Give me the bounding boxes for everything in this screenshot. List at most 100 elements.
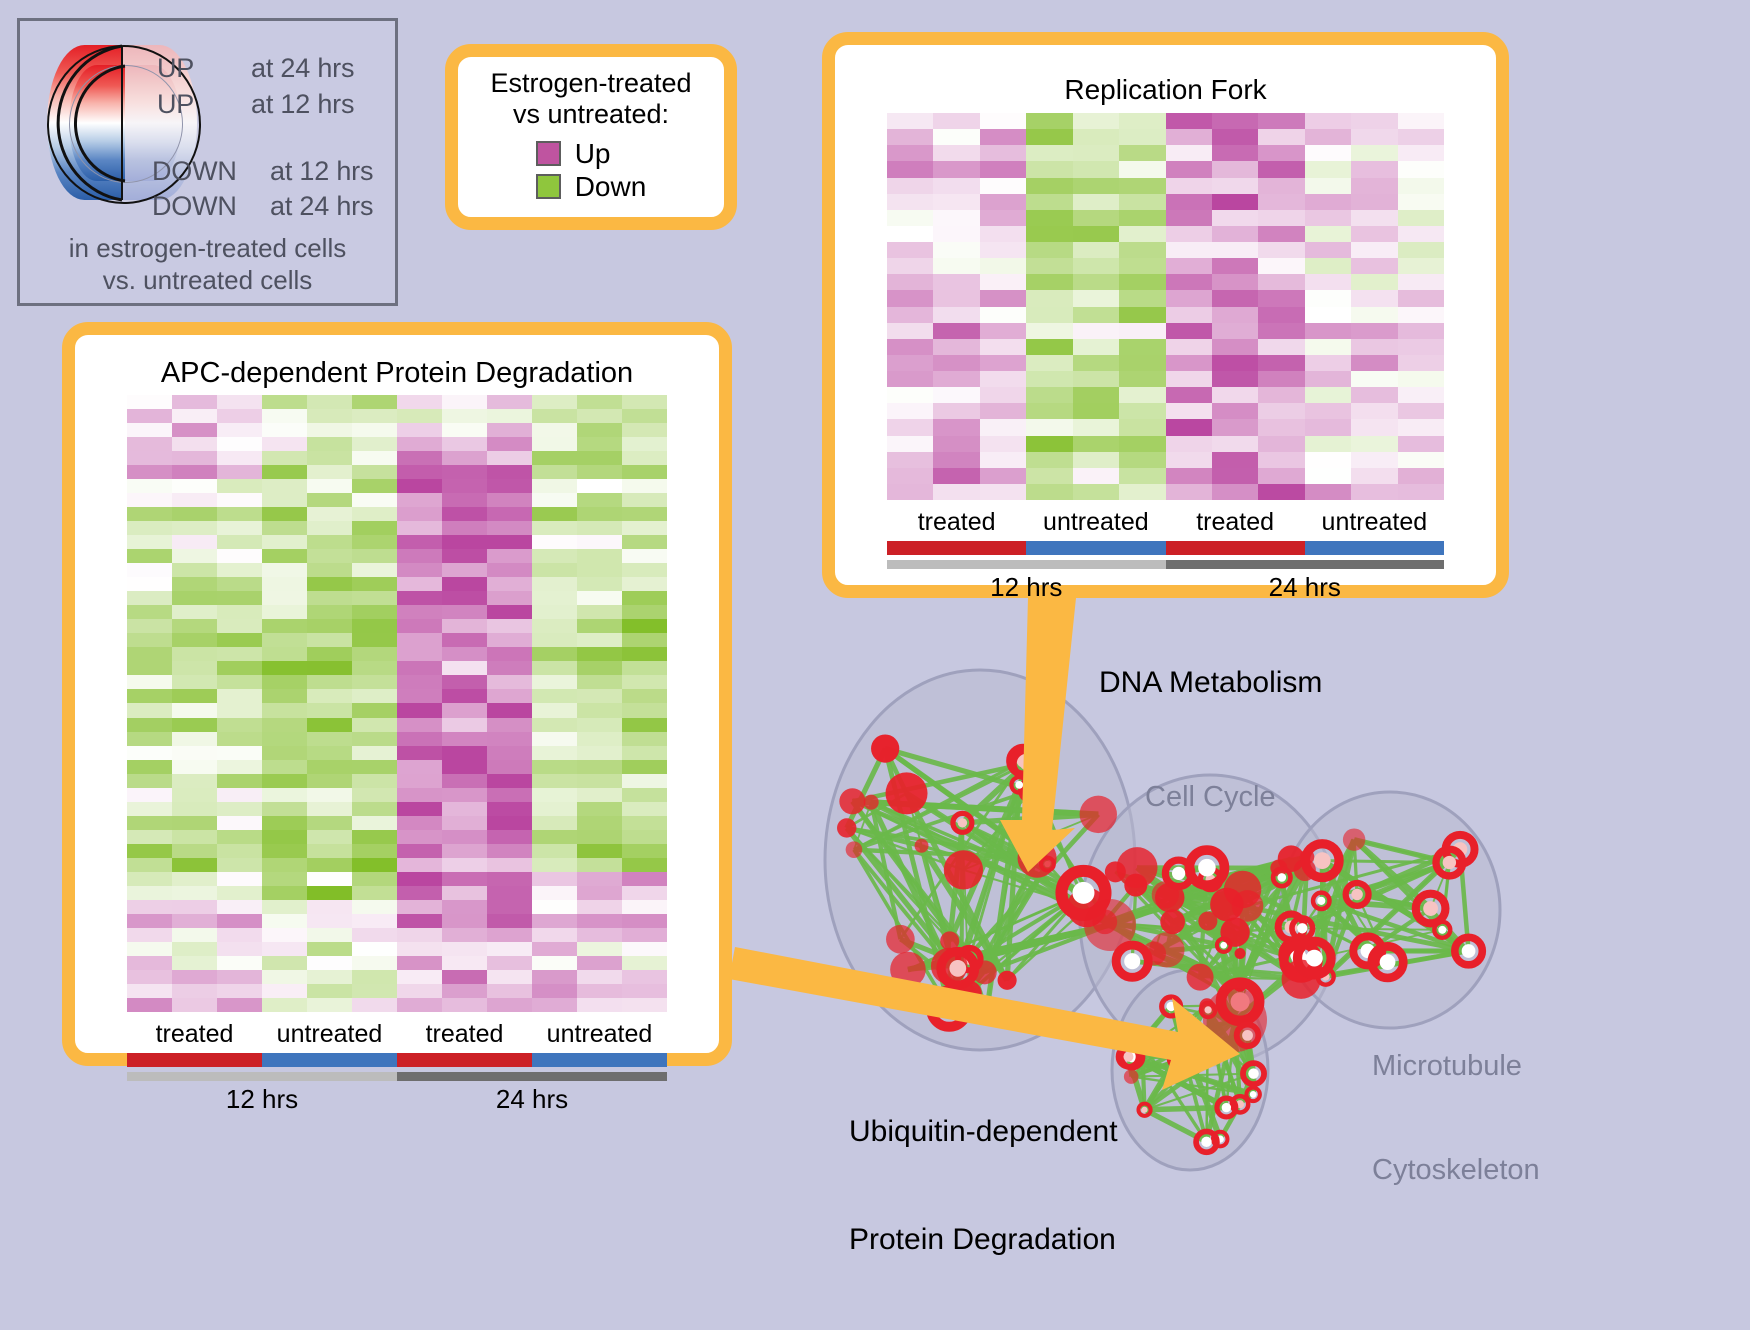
network-node [890,952,926,988]
apc-group-labels: treated untreated treated untreated [127,1020,667,1050]
network-node [1105,861,1126,882]
network-node [886,925,915,954]
network-node [871,734,899,762]
apc-timebar-24 [397,1072,667,1081]
apc-group-label-1: treated [127,1020,262,1049]
legend-at-24b-label: at 24 hrs [270,191,373,222]
network-node [1018,839,1057,878]
network-node [839,788,865,814]
updown-legend-card: Estrogen-treated vs untreated: Up Down [445,44,737,230]
network-node-core [1174,1053,1184,1063]
network-node [837,818,856,837]
legend-down-12-label: DOWN [152,156,237,187]
replication-fork-column-annotations: treated untreated treated untreated 12 h… [887,508,1444,604]
network-node-core [1201,1137,1211,1147]
network-node-core [1015,781,1023,789]
apc-timebar-12 [127,1072,397,1081]
network-node-core [1423,901,1438,916]
cluster-label-ubiquitin: Ubiquitin-dependent Protein Degradation [849,1042,1118,1330]
network-node [1124,1069,1139,1084]
network-node-core [1124,953,1140,969]
rep-group-label-2: untreated [1026,508,1165,537]
panel-apc-degradation: APC-dependent Protein Degradation treate… [62,322,732,1066]
apc-group-label-4: untreated [532,1020,667,1049]
network-node-core [1172,867,1185,880]
apc-group-label-3: treated [397,1020,532,1049]
apc-bar-treated-2 [397,1053,532,1067]
legend-down-24-label: DOWN [152,191,237,222]
updown-legend-title-line1: Estrogen-treated [490,68,691,99]
apc-panel-title: APC-dependent Protein Degradation [75,357,719,390]
ring-divider [121,46,123,200]
apc-heatmap [127,395,667,1012]
legend-at-12-label: at 12 hrs [251,89,354,120]
network-node-core [1297,923,1307,933]
apc-bar-treated-1 [127,1053,262,1067]
network-node-core [1220,942,1227,949]
apc-time-label-24: 24 hrs [397,1084,667,1115]
rep-bar-untreated-1 [1026,541,1165,555]
apc-time-label-12: 12 hrs [127,1084,397,1115]
network-node-core [1351,889,1362,900]
network-node-core [1198,859,1216,877]
cluster-label-microtubule: Microtubule Cytoskeleton [1372,979,1540,1257]
figure-canvas: UP at 24 hrs UP at 12 hrs DOWN at 12 hrs… [0,0,1750,1279]
legend-row-down: Down [536,171,647,203]
rep-timebar-24 [1166,560,1445,569]
apc-time-bar [127,1072,667,1081]
network-node-core [1250,1091,1257,1098]
replication-time-labels: 12 hrs 24 hrs [887,572,1444,604]
network-node [1092,909,1117,934]
apc-bar-untreated-1 [262,1053,397,1067]
network-node [1232,890,1264,922]
network-node-core [1141,1107,1147,1113]
network-node-core [1380,954,1396,970]
cluster-label-cell-cycle: Cell Cycle [1145,780,1276,814]
network-node-core [1242,1030,1253,1041]
panel-replication-fork: Replication Fork treated untreated treat… [822,32,1509,598]
apc-treatment-bar [127,1053,667,1067]
rep-time-label-24: 24 hrs [1166,572,1445,603]
replication-treatment-bar [887,541,1444,555]
up-legend-label: Up [575,138,611,170]
legend-at-24-label: at 24 hrs [251,53,354,84]
replication-fork-heatmap [887,113,1444,500]
network-node [864,795,879,810]
rep-time-label-12: 12 hrs [887,572,1166,603]
legend-up-24-label: UP [157,53,194,84]
apc-column-annotations: treated untreated treated untreated 12 h… [127,1020,667,1116]
network-node [944,850,983,889]
network-node [998,971,1017,990]
legend-at-12b-label: at 12 hrs [270,156,373,187]
rep-group-label-4: untreated [1305,508,1444,537]
apc-time-labels: 12 hrs 24 hrs [127,1084,667,1116]
network-node [956,981,982,1007]
legend-up-12-label: UP [157,89,194,120]
microtubule-line1: Microtubule [1372,1049,1540,1084]
replication-time-bar [887,560,1444,569]
network-node-core [1139,1040,1145,1046]
rep-group-label-3: treated [1166,508,1305,537]
ubiquitin-line1: Ubiquitin-dependent [849,1114,1118,1150]
network-node-core [1166,1002,1175,1011]
network-node [1142,941,1166,965]
legend-row-up: Up [536,138,647,170]
network-node-core [1020,757,1033,770]
network-node-core [958,818,967,827]
legend-caption-line1: in estrogen-treated cells [20,233,395,265]
network-node [886,772,928,814]
down-legend-label: Down [575,171,647,203]
updown-legend-title-line2: vs untreated: [490,99,691,130]
colorwheel-legend-box: UP at 24 hrs UP at 12 hrs DOWN at 12 hrs… [17,18,398,306]
network-node-core [1123,1052,1133,1062]
network-node [1198,912,1217,931]
network-node-core [1314,852,1331,869]
network-node-core [1306,950,1323,967]
network-node [1235,948,1246,959]
network-node-core [1222,1103,1231,1112]
network-node-core [1277,873,1286,882]
network-node-core [940,1000,958,1018]
apc-group-label-2: untreated [262,1020,397,1049]
replication-group-labels: treated untreated treated untreated [887,508,1444,538]
network-node [1343,828,1365,850]
